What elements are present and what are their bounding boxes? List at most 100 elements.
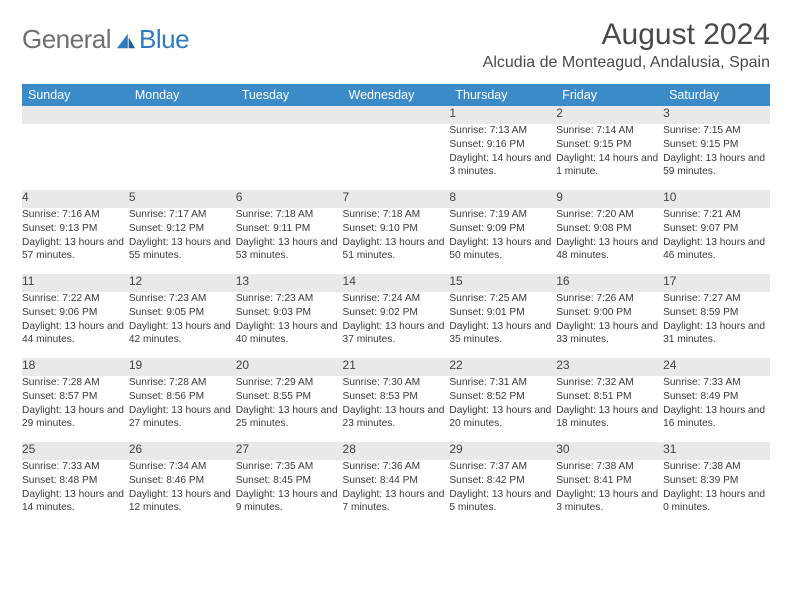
day-number-cell: 18	[22, 358, 129, 376]
day-content-cell: Sunrise: 7:21 AMSunset: 9:07 PMDaylight:…	[663, 208, 770, 274]
logo: General Blue	[22, 18, 189, 55]
day-content-cell: Sunrise: 7:38 AMSunset: 8:39 PMDaylight:…	[663, 460, 770, 526]
day-content-cell: Sunrise: 7:13 AMSunset: 9:16 PMDaylight:…	[449, 124, 556, 190]
daylight-text: Daylight: 13 hours and 59 minutes.	[663, 152, 770, 180]
sunset-text: Sunset: 8:49 PM	[663, 390, 770, 404]
day-content-cell: Sunrise: 7:25 AMSunset: 9:01 PMDaylight:…	[449, 292, 556, 358]
day-content-cell: Sunrise: 7:16 AMSunset: 9:13 PMDaylight:…	[22, 208, 129, 274]
daylight-text: Daylight: 14 hours and 3 minutes.	[449, 152, 556, 180]
day-number-cell: 22	[449, 358, 556, 376]
day-content-cell: Sunrise: 7:37 AMSunset: 8:42 PMDaylight:…	[449, 460, 556, 526]
daylight-text: Daylight: 13 hours and 7 minutes.	[343, 488, 450, 516]
logo-text-blue: Blue	[139, 24, 189, 55]
daylight-text: Daylight: 13 hours and 31 minutes.	[663, 320, 770, 348]
daylight-text: Daylight: 13 hours and 48 minutes.	[556, 236, 663, 264]
daylight-text: Daylight: 13 hours and 5 minutes.	[449, 488, 556, 516]
sunset-text: Sunset: 9:01 PM	[449, 306, 556, 320]
day-number-cell: 31	[663, 442, 770, 460]
logo-text-general: General	[22, 24, 111, 55]
day-number-cell	[22, 106, 129, 124]
sunrise-text: Sunrise: 7:38 AM	[556, 460, 663, 474]
day-number-cell: 6	[236, 190, 343, 208]
day-number-cell: 29	[449, 442, 556, 460]
day-number-cell: 7	[343, 190, 450, 208]
sunrise-text: Sunrise: 7:37 AM	[449, 460, 556, 474]
daylight-text: Daylight: 13 hours and 35 minutes.	[449, 320, 556, 348]
day-content-cell: Sunrise: 7:29 AMSunset: 8:55 PMDaylight:…	[236, 376, 343, 442]
sunrise-text: Sunrise: 7:18 AM	[343, 208, 450, 222]
day-number-cell: 23	[556, 358, 663, 376]
sunset-text: Sunset: 8:41 PM	[556, 474, 663, 488]
day-number-cell: 15	[449, 274, 556, 292]
daylight-text: Daylight: 13 hours and 3 minutes.	[556, 488, 663, 516]
day-header: Tuesday	[236, 84, 343, 106]
daylight-text: Daylight: 13 hours and 37 minutes.	[343, 320, 450, 348]
day-number-cell: 30	[556, 442, 663, 460]
day-content-cell: Sunrise: 7:14 AMSunset: 9:15 PMDaylight:…	[556, 124, 663, 190]
day-content-cell: Sunrise: 7:28 AMSunset: 8:57 PMDaylight:…	[22, 376, 129, 442]
day-content-cell: Sunrise: 7:38 AMSunset: 8:41 PMDaylight:…	[556, 460, 663, 526]
sunset-text: Sunset: 9:07 PM	[663, 222, 770, 236]
day-number-cell: 16	[556, 274, 663, 292]
sunset-text: Sunset: 9:03 PM	[236, 306, 343, 320]
sunrise-text: Sunrise: 7:23 AM	[236, 292, 343, 306]
day-content-cell: Sunrise: 7:19 AMSunset: 9:09 PMDaylight:…	[449, 208, 556, 274]
day-content-cell: Sunrise: 7:26 AMSunset: 9:00 PMDaylight:…	[556, 292, 663, 358]
sunrise-text: Sunrise: 7:23 AM	[129, 292, 236, 306]
sunset-text: Sunset: 8:52 PM	[449, 390, 556, 404]
day-content-row: Sunrise: 7:22 AMSunset: 9:06 PMDaylight:…	[22, 292, 770, 358]
daylight-text: Daylight: 13 hours and 20 minutes.	[449, 404, 556, 432]
day-number-cell: 27	[236, 442, 343, 460]
sunrise-text: Sunrise: 7:13 AM	[449, 124, 556, 138]
sunrise-text: Sunrise: 7:34 AM	[129, 460, 236, 474]
sunset-text: Sunset: 9:02 PM	[343, 306, 450, 320]
sunset-text: Sunset: 9:15 PM	[556, 138, 663, 152]
sunset-text: Sunset: 8:55 PM	[236, 390, 343, 404]
day-number-cell: 21	[343, 358, 450, 376]
day-number-row: 25262728293031	[22, 442, 770, 460]
day-header: Saturday	[663, 84, 770, 106]
day-number-cell: 14	[343, 274, 450, 292]
daylight-text: Daylight: 13 hours and 50 minutes.	[449, 236, 556, 264]
sunset-text: Sunset: 9:16 PM	[449, 138, 556, 152]
sunset-text: Sunset: 8:56 PM	[129, 390, 236, 404]
day-content-cell: Sunrise: 7:33 AMSunset: 8:49 PMDaylight:…	[663, 376, 770, 442]
sunset-text: Sunset: 9:11 PM	[236, 222, 343, 236]
sunrise-text: Sunrise: 7:32 AM	[556, 376, 663, 390]
sunrise-text: Sunrise: 7:14 AM	[556, 124, 663, 138]
day-number-cell: 4	[22, 190, 129, 208]
daylight-text: Daylight: 13 hours and 9 minutes.	[236, 488, 343, 516]
sunrise-text: Sunrise: 7:33 AM	[663, 376, 770, 390]
sunrise-text: Sunrise: 7:20 AM	[556, 208, 663, 222]
sunset-text: Sunset: 8:42 PM	[449, 474, 556, 488]
day-content-cell: Sunrise: 7:33 AMSunset: 8:48 PMDaylight:…	[22, 460, 129, 526]
day-number-cell: 11	[22, 274, 129, 292]
daylight-text: Daylight: 13 hours and 33 minutes.	[556, 320, 663, 348]
page-title: August 2024	[483, 18, 770, 52]
daylight-text: Daylight: 13 hours and 44 minutes.	[22, 320, 129, 348]
day-content-cell	[129, 124, 236, 190]
day-header-row: SundayMondayTuesdayWednesdayThursdayFrid…	[22, 84, 770, 106]
day-number-cell	[343, 106, 450, 124]
calendar-page: General Blue August 2024 Alcudia de Mont…	[0, 0, 792, 526]
daylight-text: Daylight: 13 hours and 40 minutes.	[236, 320, 343, 348]
daylight-text: Daylight: 13 hours and 14 minutes.	[22, 488, 129, 516]
sunset-text: Sunset: 9:05 PM	[129, 306, 236, 320]
sunrise-text: Sunrise: 7:25 AM	[449, 292, 556, 306]
sunset-text: Sunset: 8:45 PM	[236, 474, 343, 488]
sunset-text: Sunset: 9:12 PM	[129, 222, 236, 236]
day-content-cell: Sunrise: 7:23 AMSunset: 9:03 PMDaylight:…	[236, 292, 343, 358]
sunrise-text: Sunrise: 7:30 AM	[343, 376, 450, 390]
day-content-cell: Sunrise: 7:20 AMSunset: 9:08 PMDaylight:…	[556, 208, 663, 274]
day-content-cell: Sunrise: 7:36 AMSunset: 8:44 PMDaylight:…	[343, 460, 450, 526]
sunset-text: Sunset: 8:53 PM	[343, 390, 450, 404]
sunset-text: Sunset: 8:57 PM	[22, 390, 129, 404]
sunrise-text: Sunrise: 7:38 AM	[663, 460, 770, 474]
sunset-text: Sunset: 8:59 PM	[663, 306, 770, 320]
day-number-cell: 19	[129, 358, 236, 376]
sunrise-text: Sunrise: 7:22 AM	[22, 292, 129, 306]
day-number-cell	[236, 106, 343, 124]
sunset-text: Sunset: 8:48 PM	[22, 474, 129, 488]
sunset-text: Sunset: 8:44 PM	[343, 474, 450, 488]
daylight-text: Daylight: 13 hours and 23 minutes.	[343, 404, 450, 432]
